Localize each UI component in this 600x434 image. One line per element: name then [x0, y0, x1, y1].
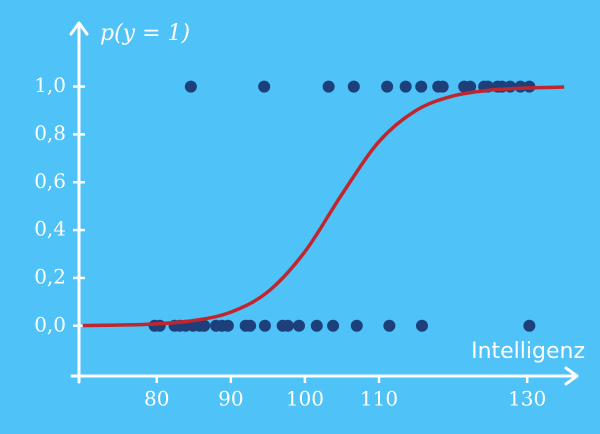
x-tick-label: 130 [508, 387, 546, 411]
data-point [293, 319, 305, 332]
data-point [350, 319, 363, 332]
x-tick-label: 110 [360, 387, 398, 411]
data-point [327, 319, 340, 332]
x-tick-label: 80 [144, 387, 169, 411]
x-tick-label: 100 [286, 387, 324, 411]
x-tick-label: 90 [218, 387, 243, 411]
data-point [258, 319, 271, 332]
data-point [504, 80, 517, 93]
data-point [464, 80, 477, 93]
y-tick-label: 1,0 [34, 73, 66, 97]
data-point [153, 319, 166, 332]
y-tick-label: 0,8 [34, 121, 66, 145]
y-tick-label: 0,0 [34, 312, 66, 336]
data-point [322, 80, 335, 93]
y-axis-arrow [69, 21, 89, 36]
data-point [347, 80, 360, 93]
data-point [281, 319, 294, 332]
data-point [198, 319, 211, 332]
data-point [415, 80, 428, 93]
data-point [523, 319, 536, 332]
data-point [244, 319, 257, 332]
y-tick-label: 0,6 [34, 169, 66, 193]
data-point [381, 80, 394, 93]
data-point [184, 80, 197, 93]
data-point [258, 80, 271, 93]
data-point [383, 319, 396, 332]
fit-curve [82, 85, 565, 328]
x-axis-label: Intelligenz [471, 339, 585, 364]
data-point [436, 80, 449, 93]
data-point [399, 80, 412, 93]
y-tick-label: 0,2 [34, 264, 66, 288]
x-axis-arrow [564, 366, 579, 386]
y-tick-label: 0,4 [34, 217, 66, 241]
data-point [221, 319, 234, 332]
data-point [310, 319, 323, 332]
data-point [415, 319, 428, 332]
y-axis-label: p(y = 1) [100, 21, 190, 46]
